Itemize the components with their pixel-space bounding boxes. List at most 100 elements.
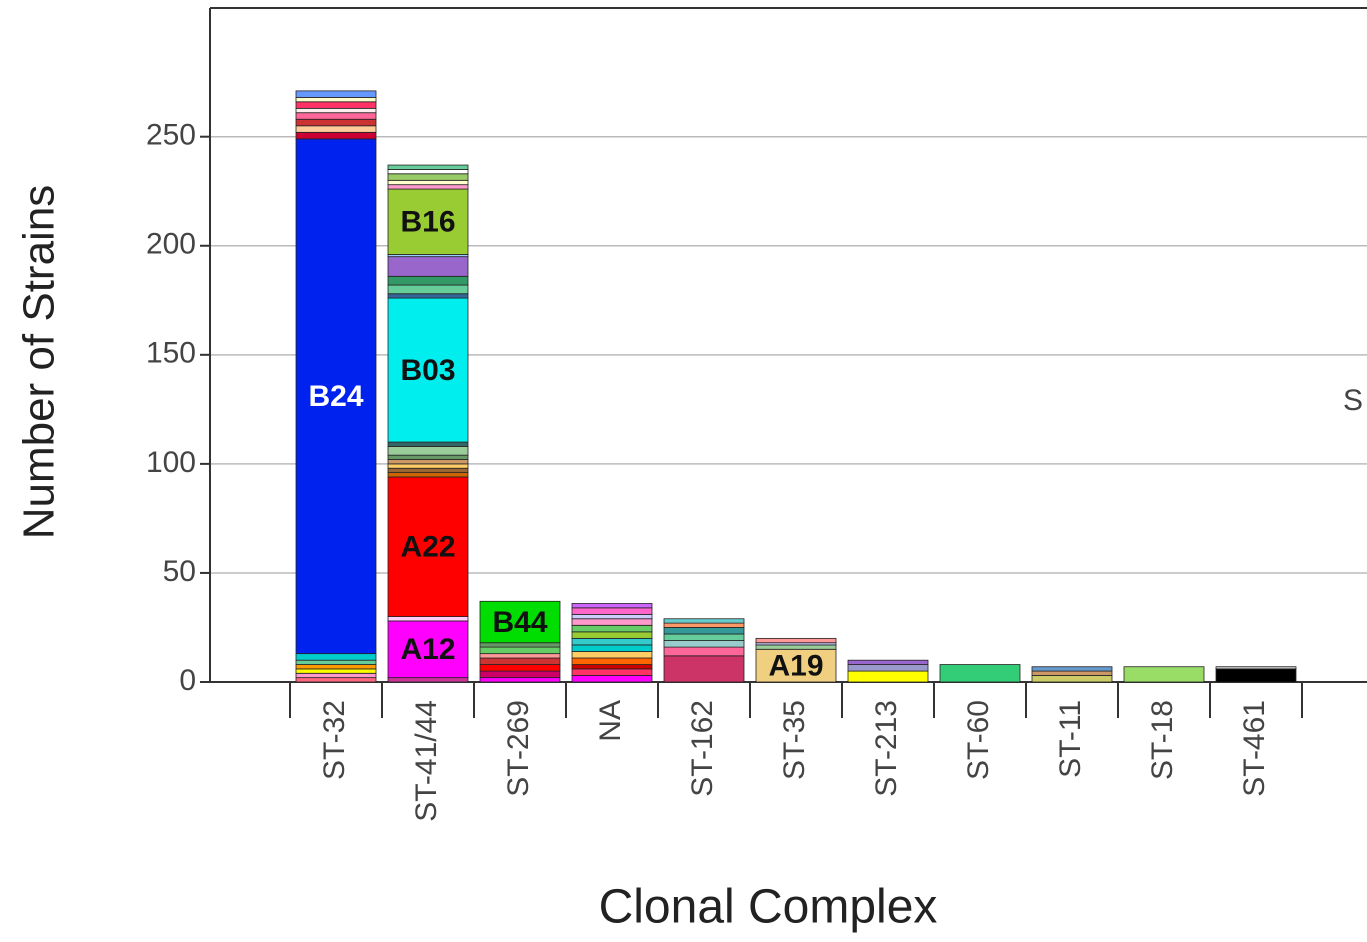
bar-segment — [1031, 666, 1113, 672]
bar-segment — [479, 677, 561, 683]
bar-segment — [387, 169, 469, 175]
bar-segment — [571, 657, 653, 665]
bar-segment — [387, 188, 469, 255]
bar-segment — [571, 675, 653, 683]
y-tick-label: 0 — [179, 664, 196, 697]
bar-segment — [387, 256, 469, 277]
bar-segment — [571, 613, 653, 620]
x-tick-label: ST-41/44 — [410, 700, 443, 822]
y-tick-label: 250 — [146, 119, 196, 152]
bar-segment — [295, 118, 377, 127]
bar-segment — [295, 131, 377, 140]
y-tick-label: 150 — [146, 337, 196, 370]
x-tick-label: ST-35 — [778, 700, 811, 780]
y-axis-label: Number of Strains — [15, 185, 64, 540]
bar-segment — [479, 670, 561, 679]
bar-segment — [571, 603, 653, 609]
y-tick-label: 200 — [146, 228, 196, 261]
segment-label: A22 — [400, 531, 455, 564]
segment-label: B44 — [492, 606, 547, 639]
bar-segment — [387, 284, 469, 295]
y-tick-label: 100 — [146, 446, 196, 479]
x-tick-label: ST-11 — [1054, 700, 1087, 778]
annotation: S — [1343, 384, 1363, 417]
bar-segment — [1031, 670, 1113, 676]
segment-label: A12 — [400, 633, 455, 666]
bar-segment — [571, 637, 653, 646]
x-tick-label: ST-60 — [962, 700, 995, 780]
bar-segment — [571, 664, 653, 670]
bar-segment — [571, 631, 653, 639]
bar-segment — [1215, 668, 1297, 683]
x-tick-label: NA — [594, 700, 627, 742]
bar-segment — [663, 618, 745, 624]
bar-segment — [295, 672, 377, 679]
bar-segment — [295, 664, 377, 670]
bar-segment — [663, 627, 745, 635]
bar-segment — [387, 616, 469, 622]
bar-segment — [387, 467, 469, 474]
bar-segment — [295, 90, 377, 98]
bar-segment — [387, 173, 469, 181]
segment-label: B24 — [308, 380, 363, 413]
bar-segment — [295, 107, 377, 114]
segment-label: B03 — [400, 354, 455, 387]
bar-segment — [663, 640, 745, 648]
bar-segment — [295, 677, 377, 683]
x-tick-label: ST-18 — [1146, 700, 1179, 780]
bar-segment — [755, 644, 837, 650]
bar-segment — [847, 670, 929, 683]
x-tick-label: ST-162 — [686, 700, 719, 797]
bar-segment — [479, 664, 561, 672]
bar-segment — [847, 664, 929, 672]
bar-segment — [571, 624, 653, 633]
y-tick-label: 50 — [163, 555, 196, 588]
bar-segment — [387, 184, 469, 190]
bar-segment — [479, 642, 561, 648]
bar-segment — [295, 112, 377, 120]
bar-segment — [387, 476, 469, 617]
bar-segment — [847, 659, 929, 665]
bar-segment — [295, 668, 377, 674]
bar-segment — [1031, 675, 1113, 683]
bar-segment — [387, 275, 469, 286]
bar-segment — [1215, 666, 1297, 670]
bar-segment — [387, 472, 469, 478]
bar-segment — [663, 655, 745, 683]
bar-segment — [479, 653, 561, 659]
bar-segment — [571, 644, 653, 652]
bar-segment — [387, 454, 469, 460]
segment-label: B16 — [400, 206, 455, 239]
bar-segment — [295, 653, 377, 661]
bar-segment — [295, 97, 377, 103]
bar-segment — [479, 646, 561, 655]
bar-segment — [387, 293, 469, 299]
bar-segment — [663, 622, 745, 628]
x-tick-label: ST-32 — [318, 700, 351, 780]
x-axis-label: Clonal Complex — [599, 881, 938, 934]
bar-segment — [387, 620, 469, 679]
bar-segment — [387, 441, 469, 447]
bar-segment — [479, 657, 561, 665]
bar-segment — [571, 618, 653, 626]
bar-segment — [663, 633, 745, 641]
bar-segment — [479, 600, 561, 644]
bar-segment — [387, 164, 469, 170]
bar-segment — [663, 646, 745, 657]
segment-label: A19 — [768, 650, 823, 683]
x-tick-label: ST-461 — [1238, 700, 1271, 797]
bar-segment — [571, 668, 653, 676]
x-tick-label: ST-213 — [870, 700, 903, 797]
bar-segment — [387, 446, 469, 456]
bar-segment — [571, 607, 653, 615]
bar-segment — [387, 459, 469, 465]
bar-segment — [387, 179, 469, 186]
bar-segment — [387, 677, 469, 683]
bar-segment — [295, 138, 377, 655]
bar-segment — [387, 463, 469, 469]
bar-segment — [295, 659, 377, 665]
bar-segment — [571, 651, 653, 659]
bar-segment — [387, 297, 469, 443]
bar-segment — [1123, 666, 1205, 683]
